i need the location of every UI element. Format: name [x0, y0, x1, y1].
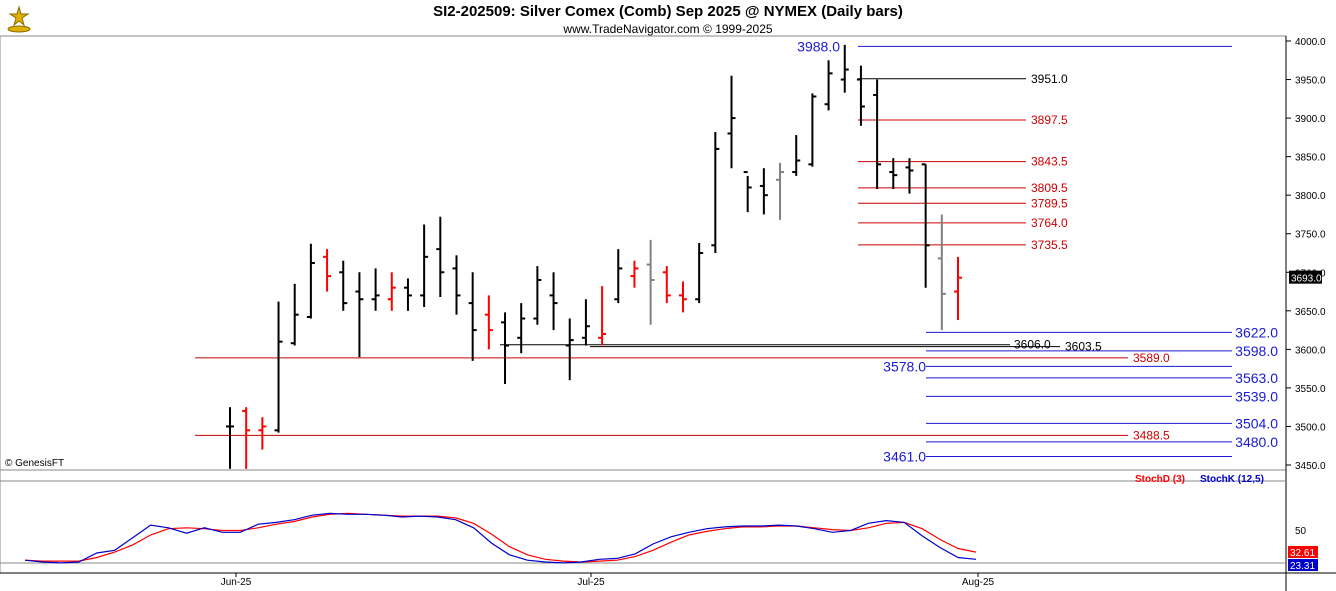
price-axis: 4000.03950.03900.03850.03800.03750.03700…: [1286, 37, 1326, 472]
level-label: 3539.0: [1235, 388, 1278, 404]
stochastic-panel: 50 StochD (3) StochK (12,5) 32.61 23.31: [0, 474, 1318, 572]
price-tick-label: 3750.0: [1295, 230, 1326, 241]
level-label: 3622.0: [1235, 324, 1278, 340]
stoch-k-tag: [1288, 559, 1318, 571]
price-tick-label: 3800.0: [1295, 191, 1326, 202]
chart-subtitle: www.TradeNavigator.com © 1999-2025: [563, 22, 773, 36]
level-label: 3603.5: [1065, 340, 1102, 354]
level-label: 3789.5: [1031, 196, 1068, 210]
level-label: 3606.0: [1014, 338, 1051, 352]
level-label: 3461.0: [883, 449, 926, 465]
level-label: 3563.0: [1235, 370, 1278, 386]
date-label: Aug-25: [962, 577, 995, 588]
price-tick-label: 3950.0: [1295, 76, 1326, 87]
stoch-d-legend: StochD (3): [1135, 474, 1185, 485]
stoch-k-legend: StochK (12,5): [1200, 474, 1264, 485]
chart-title: SI2-202509: Silver Comex (Comb) Sep 2025…: [433, 3, 903, 20]
level-label: 3951.0: [1031, 72, 1068, 86]
stoch-d-tag: [1288, 546, 1318, 558]
price-tick-label: 3550.0: [1295, 384, 1326, 395]
level-label: 3897.5: [1031, 113, 1068, 127]
price-tick-label: 3600.0: [1295, 345, 1326, 356]
stoch-k-line: [24, 512, 977, 564]
price-tick-label: 3650.0: [1295, 307, 1326, 318]
price-tick-label: 3900.0: [1295, 114, 1326, 125]
stoch-panel-frame: [0, 469, 1287, 574]
level-label: 3843.5: [1031, 155, 1068, 169]
price-tick-label: 3500.0: [1295, 422, 1326, 433]
date-label: Jul-25: [577, 577, 605, 588]
price-tick-label: 4000.0: [1295, 37, 1326, 48]
stoch-d-value: 32.61: [1290, 548, 1315, 559]
stoch-tick-label: 50: [1295, 526, 1307, 537]
date-label: Jun-25: [221, 577, 252, 588]
last-price-tag: [1289, 270, 1322, 284]
genesis-logo-icon: [7, 5, 31, 33]
stoch-d-line: [24, 512, 977, 563]
level-label: 3988.0: [797, 38, 840, 54]
last-price-label: 3693.0: [1291, 274, 1322, 285]
level-label: 3598.0: [1235, 343, 1278, 359]
level-label: 3809.5: [1031, 181, 1068, 195]
level-label: 3735.5: [1031, 238, 1068, 252]
date-axis: Jun-25 Jul-25 Aug-25: [221, 573, 995, 588]
level-label: 3764.0: [1031, 216, 1068, 230]
stoch-k-value: 23.31: [1290, 561, 1315, 572]
level-label: 3488.5: [1133, 428, 1170, 442]
price-tick-label: 3450.0: [1295, 461, 1326, 472]
chart-frame: [0, 35, 1336, 591]
watermark: © GenesisFT: [5, 458, 65, 469]
level-label: 3480.0: [1235, 434, 1278, 450]
price-tick-label: 3850.0: [1295, 153, 1326, 164]
level-label: 3578.0: [883, 358, 926, 374]
ohlc-bars: [226, 44, 962, 469]
price-panel-frame: [0, 35, 1287, 471]
level-label: 3589.0: [1133, 351, 1170, 365]
chart-header: SI2-202509: Silver Comex (Comb) Sep 2025…: [0, 0, 1336, 36]
level-label: 3504.0: [1235, 415, 1278, 431]
